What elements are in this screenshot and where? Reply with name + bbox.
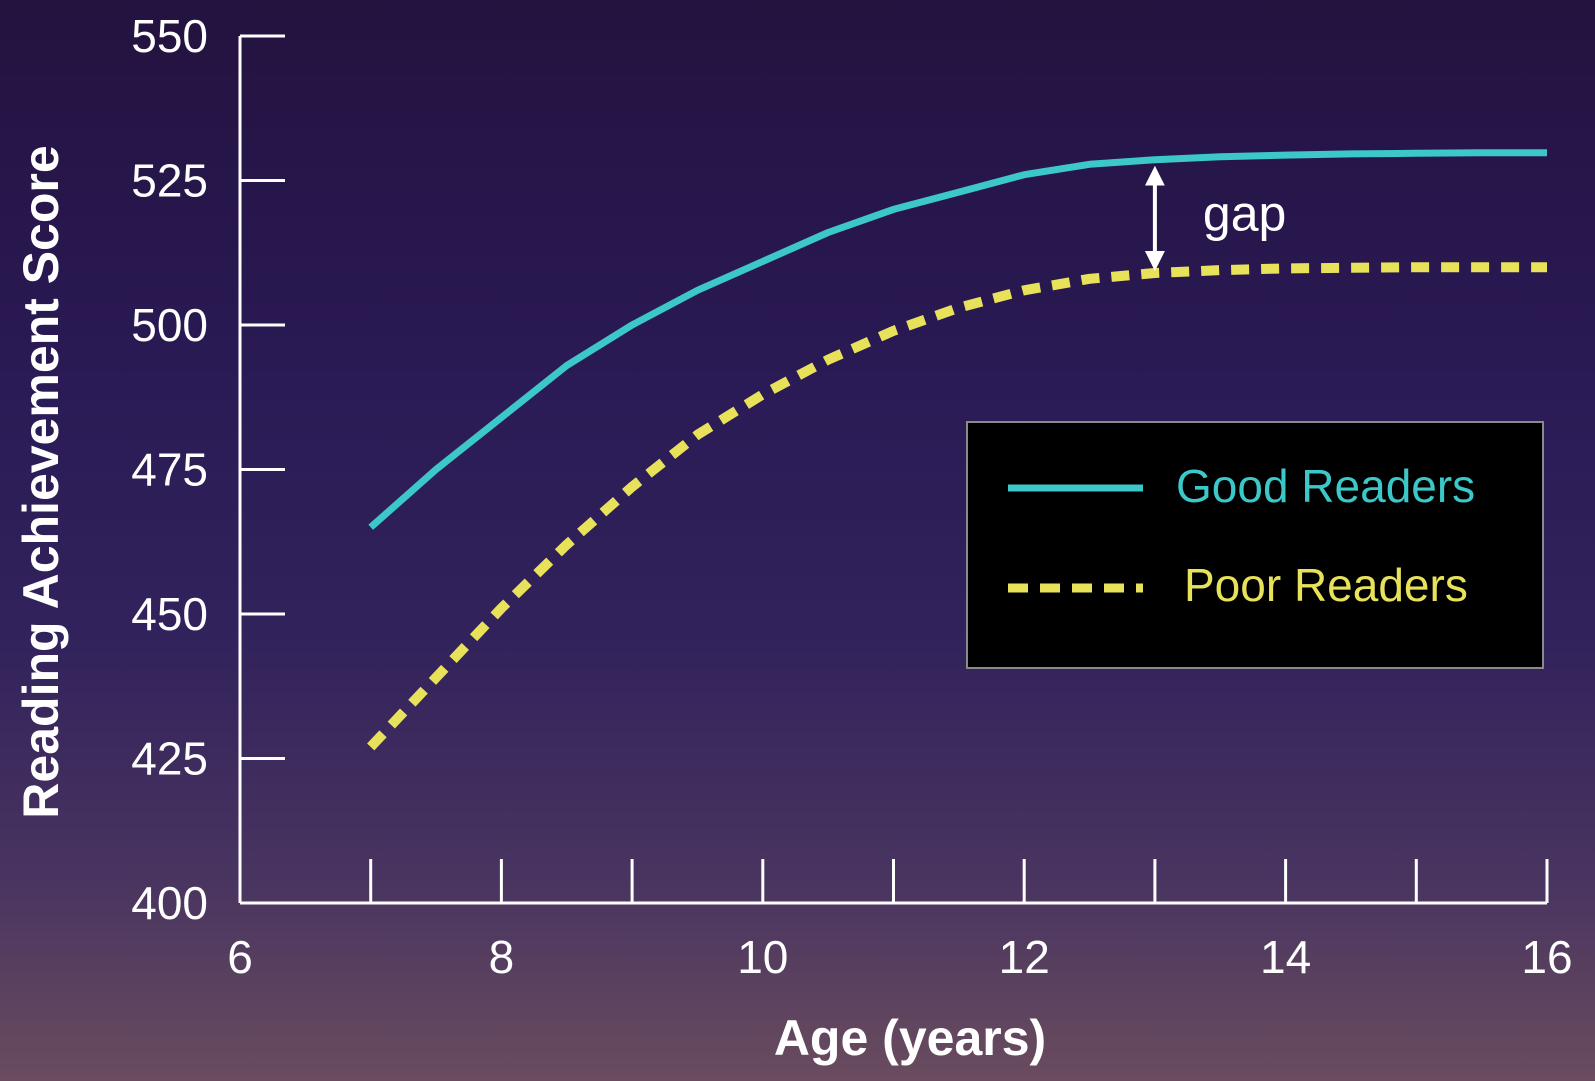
y-tick-label: 525 — [131, 155, 208, 207]
y-tick-label: 425 — [131, 733, 208, 785]
legend-box — [966, 421, 1544, 669]
x-tick-label: 14 — [1260, 931, 1311, 983]
legend-label-good-readers: Good Readers — [1176, 460, 1475, 512]
x-tick-label: 6 — [227, 931, 253, 983]
series-line-poor-readers — [367, 262, 1547, 751]
y-tick-label: 550 — [131, 10, 208, 62]
x-axis-title: Age (years) — [774, 1010, 1046, 1066]
x-tick-label: 16 — [1521, 931, 1572, 983]
series-layer — [367, 149, 1547, 751]
legend: Good Readers Poor Readers — [966, 421, 1544, 669]
gap-label: gap — [1203, 185, 1286, 241]
ticks: 400 425 450 475 500 525 550 6 8 10 12 14 16 — [131, 10, 1572, 983]
annotation-layer: gap — [1144, 165, 1286, 271]
series-line-good-readers — [368, 149, 1547, 530]
legend-label-poor-readers: Poor Readers — [1184, 559, 1468, 611]
y-axis-title: Reading Achievement Score — [13, 145, 69, 818]
x-tick-label: 12 — [999, 931, 1050, 983]
x-tick-label: 10 — [737, 931, 788, 983]
y-tick-label: 450 — [131, 588, 208, 640]
x-tick-label: 8 — [489, 931, 515, 983]
y-tick-label: 400 — [131, 877, 208, 929]
y-tick-label: 475 — [131, 444, 208, 496]
y-tick-label: 500 — [131, 299, 208, 351]
